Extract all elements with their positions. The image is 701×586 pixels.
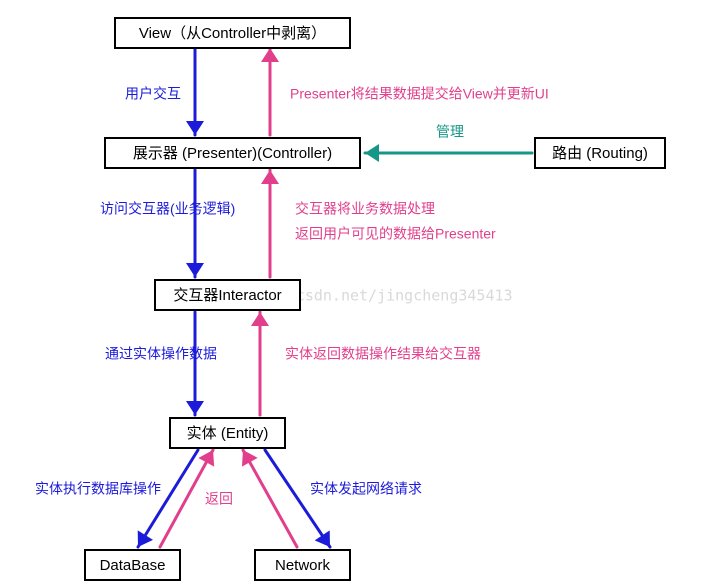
node-label-routing: 路由 (Routing) xyxy=(552,145,648,162)
node-label-presenter: 展示器 (Presenter)(Controller) xyxy=(133,145,332,162)
edge-label-db-return: 返回 xyxy=(205,491,233,507)
node-network: Network xyxy=(255,550,350,580)
edge-entity-return xyxy=(251,312,269,415)
edge-label2-interactor-return: 返回用户可见的数据给Presenter xyxy=(295,226,496,242)
edge-label-user-interact: 用户交互 xyxy=(125,86,181,102)
edge-interactor-return xyxy=(261,170,279,277)
node-database: DataBase xyxy=(85,550,180,580)
edge-label-entity-net: 实体发起网络请求 xyxy=(310,481,422,497)
edge-label-entity-db: 实体执行数据库操作 xyxy=(35,481,161,497)
node-label-network: Network xyxy=(275,557,331,574)
architecture-diagram: http://blog.csdn.net/jingcheng345413用户交互… xyxy=(0,0,701,586)
edge-user-interact xyxy=(186,48,204,135)
edge-label-via-entity: 通过实体操作数据 xyxy=(105,346,217,362)
edge-label-interactor-return: 交互器将业务数据处理 xyxy=(295,201,435,217)
edge-label-entity-return: 实体返回数据操作结果给交互器 xyxy=(285,346,481,362)
edge-net-return xyxy=(242,450,297,547)
edge-routing-manage xyxy=(365,144,532,162)
edge-label-access-interactor: 访问交互器(业务逻辑) xyxy=(100,201,235,217)
node-presenter: 展示器 (Presenter)(Controller) xyxy=(105,138,360,168)
node-label-database: DataBase xyxy=(100,557,166,574)
node-interactor: 交互器Interactor xyxy=(155,280,300,310)
edge-present-to-view xyxy=(261,48,279,135)
edge-access-interactor xyxy=(186,170,204,277)
edge-via-entity xyxy=(186,312,204,415)
edge-entity-net xyxy=(265,450,330,547)
node-label-view: View（从Controller中剥离） xyxy=(139,25,326,42)
node-routing: 路由 (Routing) xyxy=(535,138,665,168)
node-label-entity: 实体 (Entity) xyxy=(187,425,269,442)
node-label-interactor: 交互器Interactor xyxy=(173,286,281,304)
edge-label-present-to-view: Presenter将结果数据提交给View并更新UI xyxy=(290,86,549,102)
node-view: View（从Controller中剥离） xyxy=(115,18,350,48)
node-entity: 实体 (Entity) xyxy=(170,418,285,448)
edge-label-routing-manage: 管理 xyxy=(436,124,464,140)
